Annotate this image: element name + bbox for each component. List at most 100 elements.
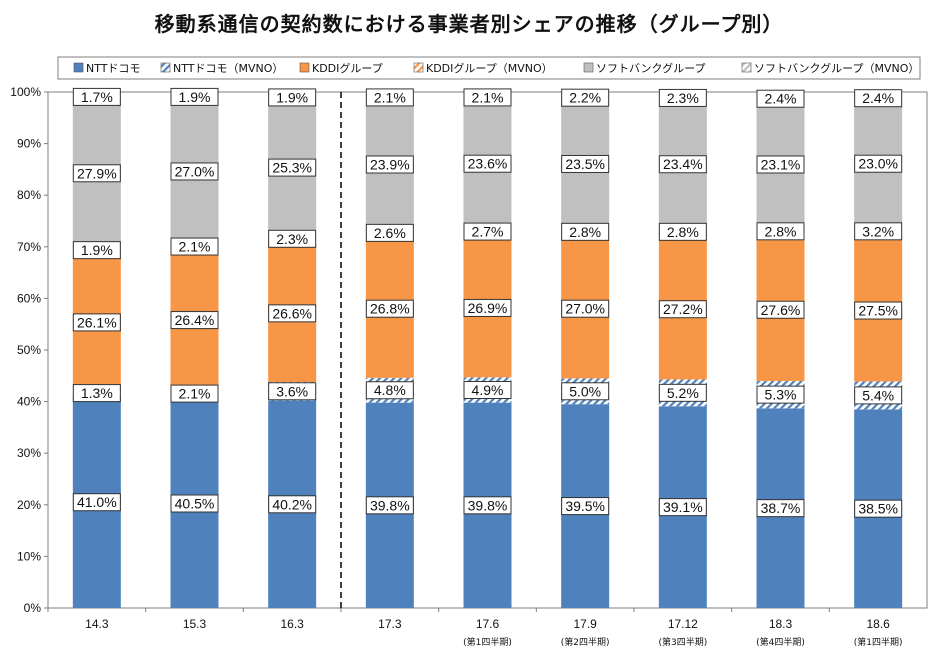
legend-label: KDDIグループ: [312, 61, 383, 75]
data-label-box: [658, 88, 707, 107]
y-tick-label: 100%: [10, 85, 41, 99]
data-label-box: [463, 380, 512, 399]
x-tick-label: 17.12: [668, 617, 698, 631]
data-label: 41.0%: [77, 494, 117, 510]
data-label: 2.1%: [472, 89, 504, 105]
legend-label: NTTドコモ: [86, 62, 140, 75]
data-label-box: [756, 155, 805, 174]
data-label: 2.1%: [179, 239, 211, 255]
data-label: 3.6%: [276, 383, 308, 399]
data-label: 2.3%: [667, 90, 699, 106]
data-label: 27.0%: [175, 163, 215, 179]
y-tick-label: 60%: [17, 291, 41, 305]
legend-label: NTTドコモ（MVNO）: [173, 62, 283, 75]
data-label: 40.2%: [272, 496, 312, 512]
data-label-box: [854, 499, 903, 518]
data-label-box: [365, 496, 414, 515]
x-tick-label: 17.3: [378, 617, 402, 631]
data-label-box: [658, 155, 707, 174]
data-label: 27.6%: [761, 302, 801, 318]
x-tick-sublabel: (第3四半期): [658, 636, 707, 648]
data-label: 23.6%: [468, 156, 508, 172]
y-tick-label: 0%: [24, 601, 42, 615]
y-tick-label: 10%: [17, 549, 41, 563]
data-label-box: [756, 89, 805, 108]
data-label: 1.9%: [81, 242, 113, 258]
data-label-box: [463, 154, 512, 173]
legend-swatch: [741, 62, 752, 73]
data-label: 38.5%: [858, 501, 898, 517]
data-label: 5.3%: [765, 387, 797, 403]
y-tick-label: 80%: [17, 188, 41, 202]
chart-title: 移動系通信の契約数における事業者別シェアの推移（グループ別）: [154, 12, 784, 36]
legend-swatch: [73, 62, 84, 73]
x-tick-sublabel: (第1四半期): [854, 636, 903, 648]
data-label-box: [463, 222, 512, 241]
data-label-box: [854, 89, 903, 108]
legend-swatch: [160, 62, 171, 73]
data-label: 2.4%: [765, 91, 797, 107]
x-tick-label: 18.3: [769, 617, 793, 631]
data-label: 2.8%: [569, 224, 601, 240]
data-label-box: [170, 311, 219, 330]
y-tick-label: 30%: [17, 446, 41, 460]
data-label: 39.5%: [565, 498, 605, 514]
x-tick-label: 17.6: [476, 617, 500, 631]
x-tick-label: 14.3: [85, 617, 109, 631]
data-label-box: [365, 299, 414, 318]
data-label-box: [561, 382, 610, 401]
data-label-box: [268, 229, 317, 248]
data-label-box: [854, 386, 903, 405]
data-label: 2.2%: [569, 90, 601, 106]
data-label: 1.7%: [81, 89, 113, 105]
data-label-box: [561, 222, 610, 241]
data-label-box: [72, 87, 121, 106]
legend-label: KDDIグループ（MVNO）: [426, 61, 553, 75]
data-label: 26.4%: [175, 312, 215, 328]
data-label-box: [170, 384, 219, 403]
data-label-box: [268, 495, 317, 514]
data-label-box: [756, 300, 805, 319]
data-label-box: [365, 223, 414, 242]
data-label-box: [561, 299, 610, 318]
data-label: 26.9%: [468, 300, 508, 316]
y-tick-label: 70%: [17, 240, 41, 254]
data-label: 2.7%: [472, 224, 504, 240]
legend-swatch: [299, 62, 310, 73]
x-tick-sublabel: (第4四半期): [756, 636, 805, 648]
data-label: 23.0%: [858, 156, 898, 172]
data-label-box: [561, 154, 610, 173]
x-tick-sublabel: (第2四半期): [561, 636, 610, 648]
legend-swatch: [583, 62, 594, 73]
data-label: 25.3%: [272, 160, 312, 176]
data-label-box: [463, 298, 512, 317]
data-label-box: [561, 497, 610, 516]
data-label: 40.5%: [175, 496, 215, 512]
legend-swatch: [413, 62, 424, 73]
data-label-box: [365, 88, 414, 107]
data-label-box: [658, 383, 707, 402]
data-label-box: [72, 241, 121, 260]
data-label: 26.1%: [77, 314, 117, 330]
data-label-box: [170, 494, 219, 513]
data-label: 5.0%: [569, 383, 601, 399]
data-label: 23.1%: [761, 156, 801, 172]
data-label: 26.8%: [370, 301, 410, 317]
y-tick-label: 40%: [17, 395, 41, 409]
legend-label: ソフトバンクグループ（MVNO）: [754, 61, 919, 75]
x-tick-label: 17.9: [573, 617, 597, 631]
data-label: 38.7%: [761, 500, 801, 516]
data-label-box: [170, 237, 219, 256]
data-label: 2.6%: [374, 225, 406, 241]
data-label-box: [72, 313, 121, 332]
data-label-box: [268, 158, 317, 177]
data-label: 4.9%: [472, 382, 504, 398]
data-label-box: [463, 88, 512, 107]
data-label: 27.5%: [858, 303, 898, 319]
data-label: 2.3%: [276, 231, 308, 247]
data-label: 1.9%: [276, 89, 308, 105]
data-label: 27.2%: [663, 301, 703, 317]
data-label: 26.6%: [272, 305, 312, 321]
data-label-box: [854, 301, 903, 320]
